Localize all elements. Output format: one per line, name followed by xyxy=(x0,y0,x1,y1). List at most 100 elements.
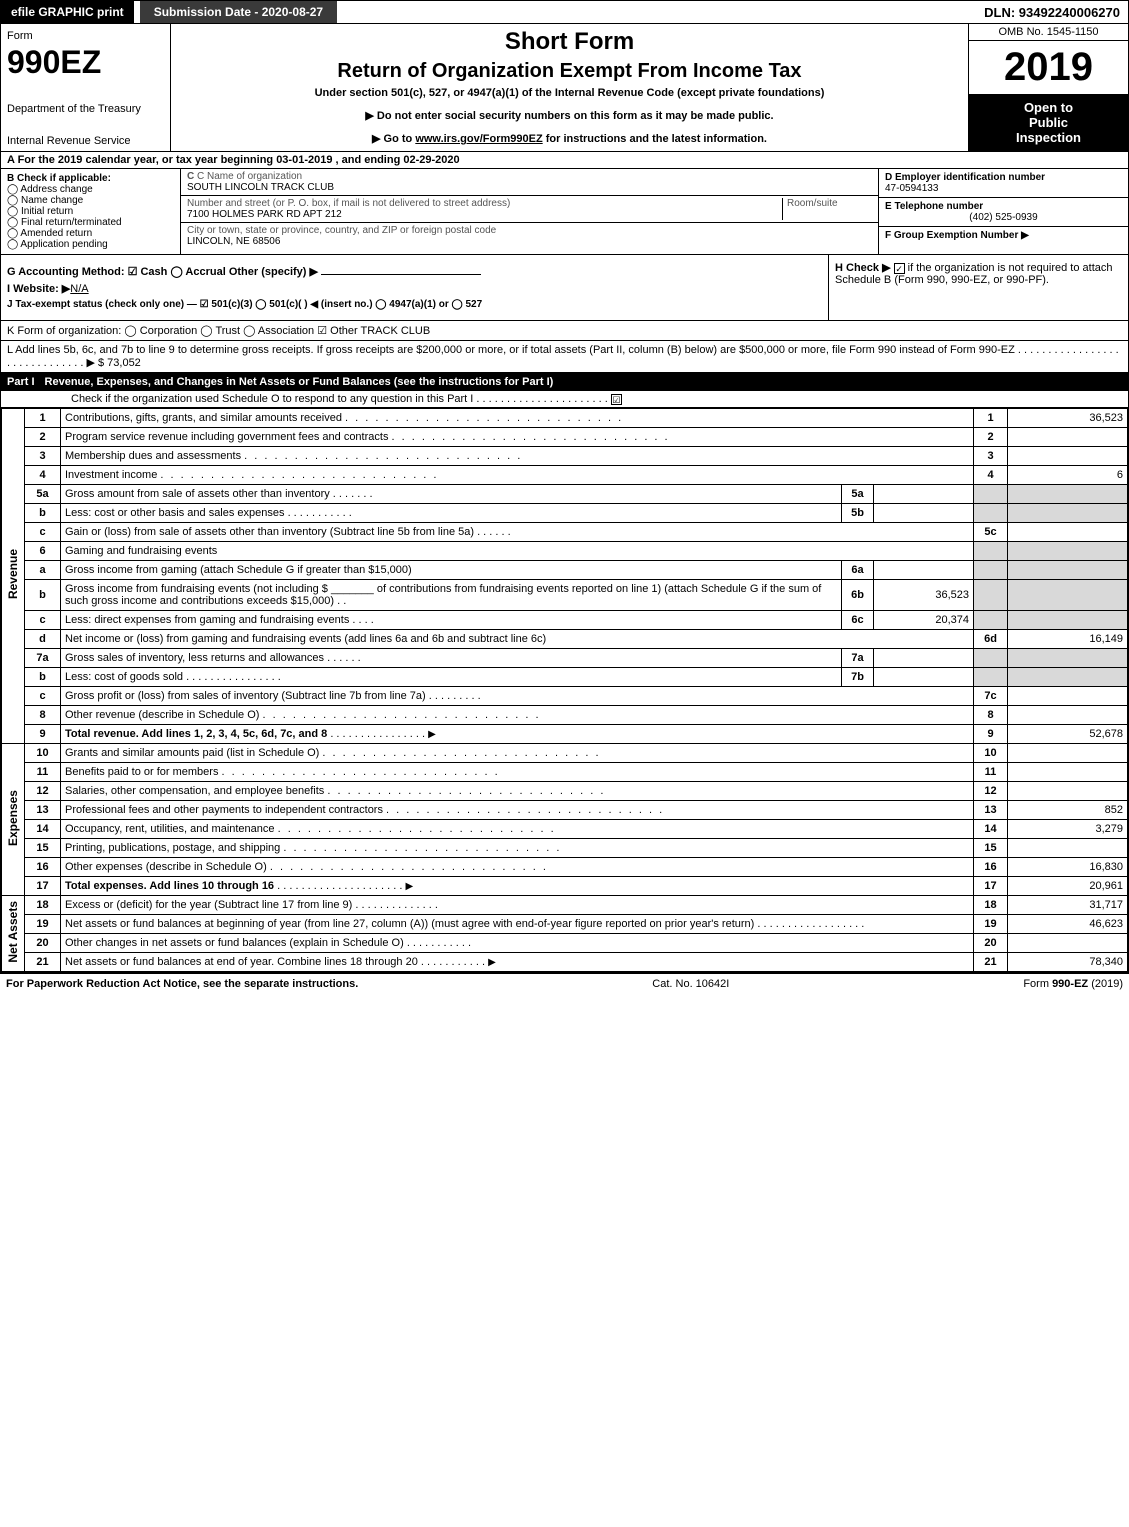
irs-link[interactable]: www.irs.gov/Form990EZ xyxy=(415,133,542,145)
ln21-desc: Net assets or fund balances at end of ye… xyxy=(65,956,418,968)
ln19-col: 19 xyxy=(974,915,1008,934)
submission-date-button[interactable]: Submission Date - 2020-08-27 xyxy=(140,1,337,23)
open1: Open to xyxy=(1024,100,1073,115)
ln20-desc: Other changes in net assets or fund bala… xyxy=(65,937,404,949)
ln10-desc: Grants and similar amounts paid (list in… xyxy=(65,747,319,759)
omb-number: OMB No. 1545-1150 xyxy=(969,24,1128,41)
form-id: 990EZ xyxy=(7,44,164,81)
ln7b-sn: 7b xyxy=(842,668,874,687)
org-name: SOUTH LINCOLN TRACK CLUB xyxy=(187,182,334,193)
ln16-num: 16 xyxy=(25,858,61,877)
header-left: Form 990EZ Department of the Treasury In… xyxy=(1,24,171,151)
ln6c-num: c xyxy=(25,611,61,630)
ln6b-num: b xyxy=(25,580,61,611)
ln3-num: 3 xyxy=(25,447,61,466)
chk-address-change[interactable]: ◯ Address change xyxy=(7,184,174,195)
ln17-num: 17 xyxy=(25,877,61,896)
ln13-col: 13 xyxy=(974,801,1008,820)
form-header: Form 990EZ Department of the Treasury In… xyxy=(0,24,1129,152)
ln5a-num: 5a xyxy=(25,485,61,504)
line-l-text: L Add lines 5b, 6c, and 7b to line 9 to … xyxy=(7,344,1119,369)
ln17-tri-icon: ▶ xyxy=(405,881,413,892)
ln19-val: 46,623 xyxy=(1008,915,1128,934)
org-city: LINCOLN, NE 68506 xyxy=(187,236,280,247)
chk-name-change[interactable]: ◯ Name change xyxy=(7,195,174,206)
org-address: 7100 HOLMES PARK RD APT 212 xyxy=(187,209,342,220)
ln6a-sv xyxy=(874,561,974,580)
ln6b-sv: 36,523 xyxy=(874,580,974,611)
part-i-label: Part I xyxy=(7,376,35,388)
ln11-num: 11 xyxy=(25,763,61,782)
ln6d-val: 16,149 xyxy=(1008,630,1128,649)
city-label: City or town, state or province, country… xyxy=(187,225,496,236)
irs-label: Internal Revenue Service xyxy=(7,135,164,147)
ein-value: 47-0594133 xyxy=(885,183,938,194)
line-k: K Form of organization: ◯ Corporation ◯ … xyxy=(0,321,1129,341)
short-form-title: Short Form xyxy=(179,28,960,56)
ln21-tri-icon: ▶ xyxy=(488,957,496,968)
ln6a-sn: 6a xyxy=(842,561,874,580)
meta-block: G Accounting Method: ☑ Cash ◯ Accrual Ot… xyxy=(0,255,1129,321)
ln20-val xyxy=(1008,934,1128,953)
ln17-desc: Total expenses. Add lines 10 through 16 xyxy=(65,880,274,892)
ln5b-sv xyxy=(874,504,974,523)
ln2-col: 2 xyxy=(974,428,1008,447)
ln2-val xyxy=(1008,428,1128,447)
ln7a-num: 7a xyxy=(25,649,61,668)
ln5a-sn: 5a xyxy=(842,485,874,504)
ln6b-sn: 6b xyxy=(842,580,874,611)
expenses-section-label: Expenses xyxy=(2,744,25,896)
goto-note: ▶ Go to www.irs.gov/Form990EZ for instru… xyxy=(179,132,960,145)
ln16-val: 16,830 xyxy=(1008,858,1128,877)
ssn-note: ▶ Do not enter social security numbers o… xyxy=(179,109,960,122)
shade-5a xyxy=(974,485,1008,504)
ln6d-num: d xyxy=(25,630,61,649)
ln7c-num: c xyxy=(25,687,61,706)
ln6c-sv: 20,374 xyxy=(874,611,974,630)
line-i: I Website: ▶N/A xyxy=(7,282,822,295)
ln1-val: 36,523 xyxy=(1008,409,1128,428)
ln11-col: 11 xyxy=(974,763,1008,782)
ln13-num: 13 xyxy=(25,801,61,820)
ln1-desc: Contributions, gifts, grants, and simila… xyxy=(65,412,342,424)
return-title: Return of Organization Exempt From Incom… xyxy=(179,60,960,83)
ln5c-num: c xyxy=(25,523,61,542)
part-i-table: Revenue 1 Contributions, gifts, grants, … xyxy=(1,408,1128,972)
chk-initial-return[interactable]: ◯ Initial return xyxy=(7,206,174,217)
ln4-val: 6 xyxy=(1008,466,1128,485)
line-a-text: A For the 2019 calendar year, or tax yea… xyxy=(7,154,460,166)
tax-year: 2019 xyxy=(969,41,1128,94)
ln16-col: 16 xyxy=(974,858,1008,877)
part-i-checkbox[interactable]: ☑ xyxy=(611,394,622,405)
chk-final-return[interactable]: ◯ Final return/terminated xyxy=(7,217,174,228)
ln7c-desc: Gross profit or (loss) from sales of inv… xyxy=(65,690,426,702)
ln6a-desc: Gross income from gaming (attach Schedul… xyxy=(65,564,412,576)
ln9-tri-icon: ▶ xyxy=(428,729,436,740)
ln10-col: 10 xyxy=(974,744,1008,763)
line-j: J Tax-exempt status (check only one) — ☑… xyxy=(7,299,822,310)
part-i: Part I Revenue, Expenses, and Changes in… xyxy=(0,373,1129,973)
ln17-val: 20,961 xyxy=(1008,877,1128,896)
h-checkbox[interactable]: ✓ xyxy=(894,263,905,274)
ln10-val xyxy=(1008,744,1128,763)
ln14-col: 14 xyxy=(974,820,1008,839)
ln12-val xyxy=(1008,782,1128,801)
part-i-check-row: Check if the organization used Schedule … xyxy=(1,391,1128,408)
ln13-desc: Professional fees and other payments to … xyxy=(65,804,383,816)
chk-amended-return[interactable]: ◯ Amended return xyxy=(7,228,174,239)
ln7b-sv xyxy=(874,668,974,687)
ln14-desc: Occupancy, rent, utilities, and maintena… xyxy=(65,823,275,835)
box-c: C C Name of organization SOUTH LINCOLN T… xyxy=(181,169,878,254)
c-name-label: C C Name of organization xyxy=(187,171,302,182)
chk-application-pending[interactable]: ◯ Application pending xyxy=(7,239,174,250)
ln9-val: 52,678 xyxy=(1008,725,1128,744)
ln4-col: 4 xyxy=(974,466,1008,485)
ln18-desc: Excess or (deficit) for the year (Subtra… xyxy=(65,899,352,911)
addr-label: Number and street (or P. O. box, if mail… xyxy=(187,198,510,209)
netassets-section-label: Net Assets xyxy=(2,896,25,972)
ln2-desc: Program service revenue including govern… xyxy=(65,431,388,443)
ln5b-desc: Less: cost or other basis and sales expe… xyxy=(65,507,285,519)
efile-print-button[interactable]: efile GRAPHIC print xyxy=(1,1,134,23)
ln9-col: 9 xyxy=(974,725,1008,744)
ln7a-sn: 7a xyxy=(842,649,874,668)
